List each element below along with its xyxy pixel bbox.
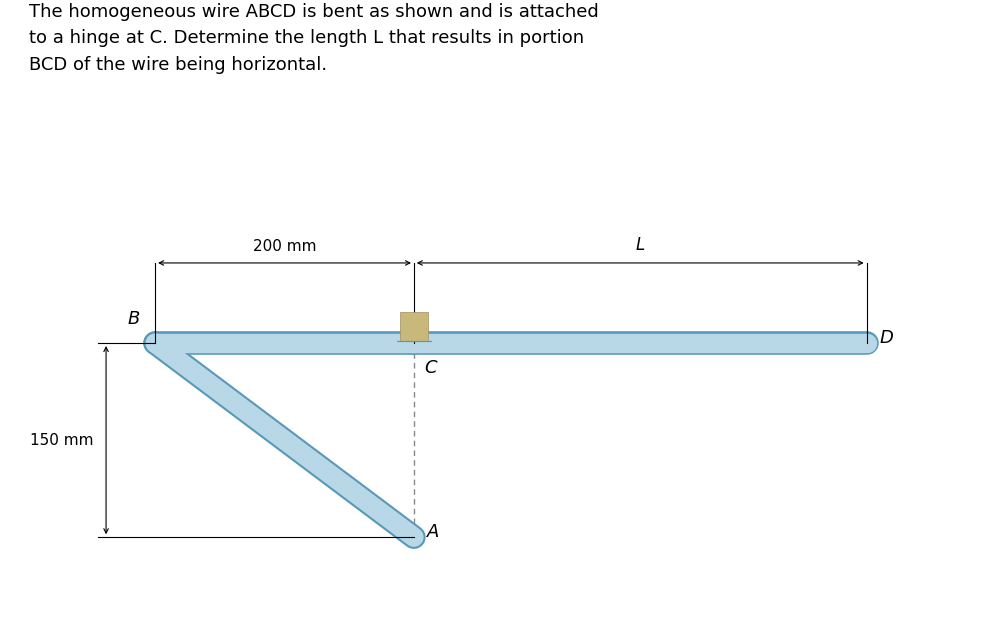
Text: 150 mm: 150 mm [29,433,93,448]
Text: B: B [128,310,140,328]
Text: D: D [880,329,894,347]
Text: C: C [425,358,436,376]
Text: L: L [636,236,645,254]
Text: A: A [427,523,439,541]
Bar [400,312,429,341]
Text: The homogeneous wire ABCD is bent as shown and is attached
to a hinge at C. Dete: The homogeneous wire ABCD is bent as sho… [29,3,600,74]
Text: 200 mm: 200 mm [253,239,317,254]
